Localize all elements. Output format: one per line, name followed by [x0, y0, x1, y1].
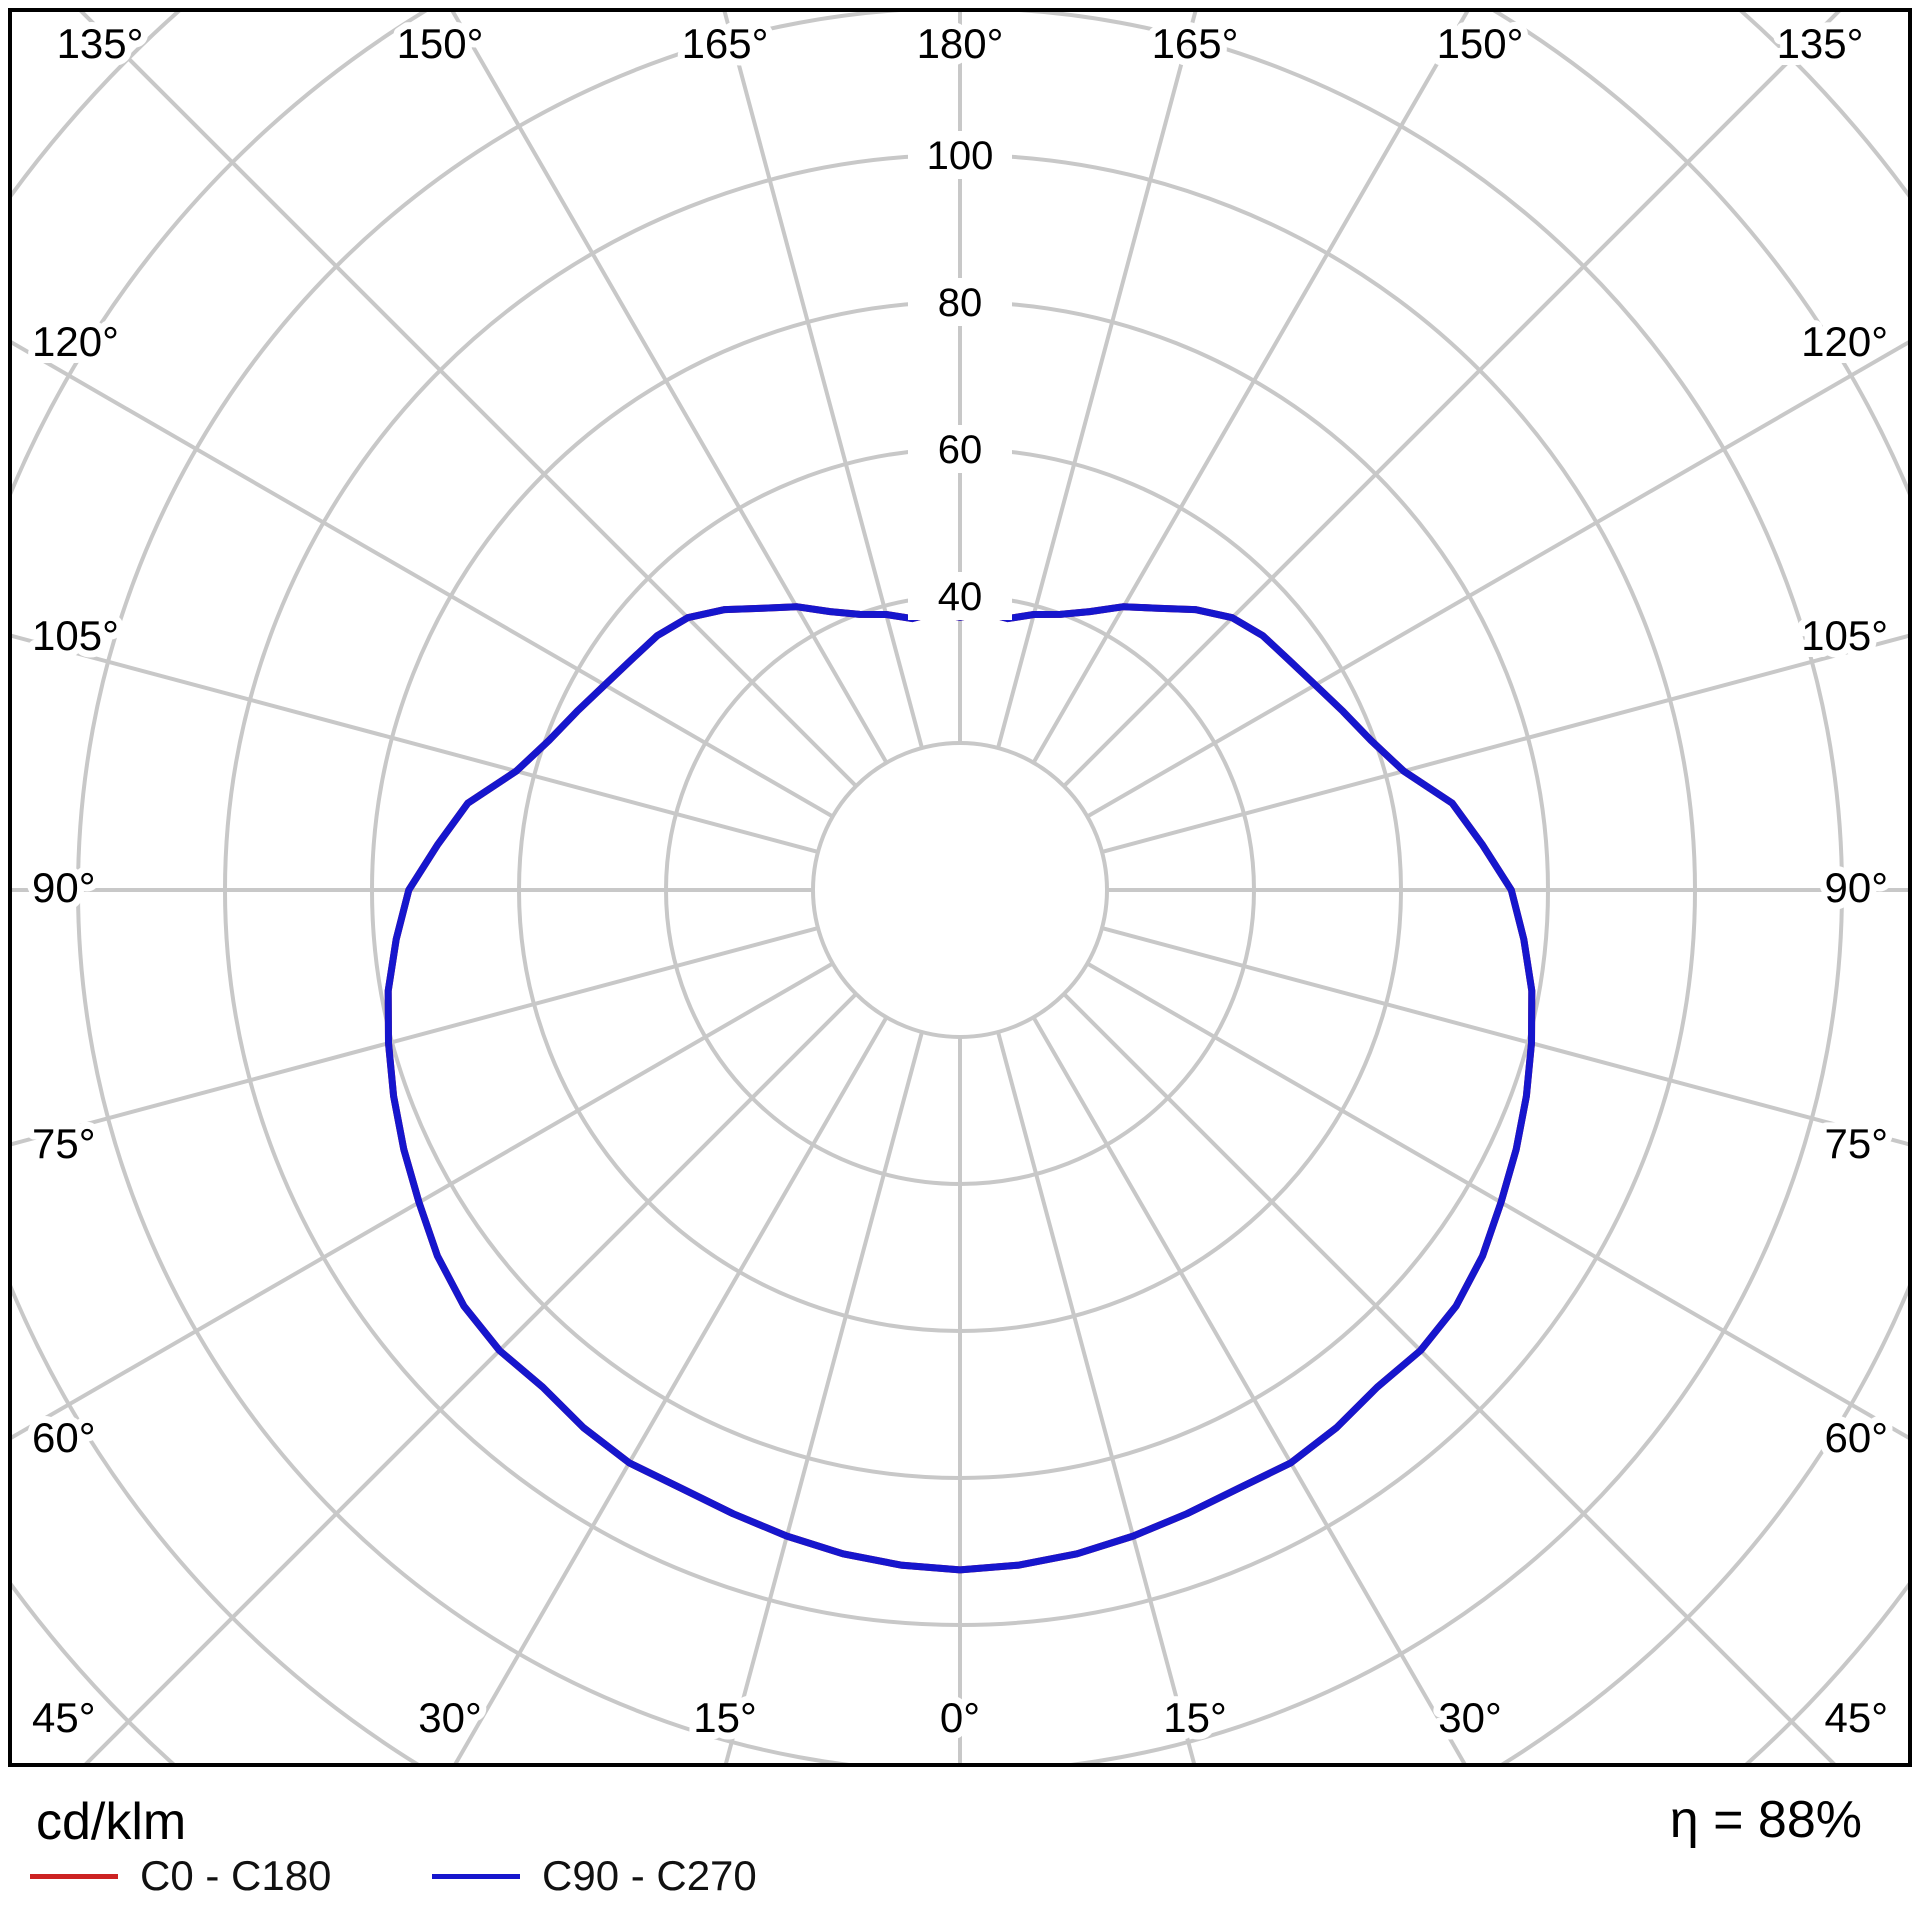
angle-label: 90°	[32, 864, 96, 911]
radial-tick-label: 40	[938, 575, 983, 619]
angle-label: 30°	[418, 1694, 482, 1741]
angle-labels: 135° 150° 165° 180° 165° 150° 135° 120° 105° 90° 7…	[25, 13, 1895, 1748]
angle-label: 45°	[32, 1694, 96, 1741]
grid-spoke	[1031, 1016, 1467, 1763]
angle-label: 60°	[32, 1414, 96, 1461]
angle-label: 150°	[1437, 20, 1524, 67]
angle-label: 165°	[1152, 20, 1239, 67]
radial-tick-mask	[908, 131, 1012, 179]
radial-tick-mask	[908, 572, 1012, 620]
grid-spoke	[1101, 926, 1908, 1147]
legend: C0 - C180 C90 - C270	[30, 1852, 1030, 1912]
angle-label: 135°	[1777, 20, 1864, 67]
grid-spoke	[1062, 12, 1841, 788]
angle-label: 0°	[940, 1694, 980, 1741]
angle-label: 135°	[57, 20, 144, 67]
grid-spoke	[724, 1031, 924, 1763]
grid-spoke	[1031, 12, 1470, 764]
grid-spoke	[12, 926, 819, 1147]
angle-label: 150°	[397, 20, 484, 67]
grid-spoke	[1086, 961, 1908, 1440]
angle-label: 15°	[693, 1694, 757, 1741]
angle-label: 105°	[1801, 612, 1888, 659]
angle-label: 120°	[1801, 318, 1888, 365]
radial-tick-labels: 40 60 80 100	[908, 131, 1012, 620]
legend-label-c90-c270: C90 - C270	[542, 1852, 757, 1899]
c90-c270-curve	[384, 603, 1536, 1574]
grid-spoke	[12, 633, 819, 854]
grid-spoke	[79, 12, 858, 788]
radial-tick-label: 80	[938, 281, 983, 325]
radial-tick-label: 100	[927, 134, 994, 178]
grid-spoke	[450, 12, 889, 764]
angle-label: 75°	[1824, 1120, 1888, 1167]
angle-label: 105°	[32, 612, 119, 659]
radial-tick-mask	[908, 425, 1012, 473]
radial-tick-label: 60	[938, 428, 983, 472]
angle-label: 30°	[1438, 1694, 1502, 1741]
angle-label: 45°	[1824, 1694, 1888, 1741]
grid-spoke	[84, 992, 858, 1763]
legend-item-c90-c270: C90 - C270	[432, 1852, 757, 1900]
angle-label: 15°	[1163, 1694, 1227, 1741]
unit-label: cd/klm	[36, 1793, 187, 1851]
grid-spoke	[453, 1016, 889, 1763]
grid-spoke	[996, 1031, 1196, 1763]
legend-label-c0-c180: C0 - C180	[140, 1852, 332, 1899]
angle-label: 60°	[1824, 1414, 1888, 1461]
grid-spoke	[722, 12, 924, 749]
efficiency-value: η = 88%	[1669, 1791, 1862, 1849]
grid-spoke	[12, 340, 834, 819]
c0-c180-line-swatch	[30, 1873, 118, 1879]
angle-label: 90°	[1824, 864, 1888, 911]
grid-spoke	[996, 12, 1198, 749]
angle-label: 165°	[682, 20, 769, 67]
angle-label: 75°	[32, 1120, 96, 1167]
angle-label: 120°	[32, 318, 119, 365]
angle-label: 180°	[917, 20, 1004, 67]
legend-item-c0-c180: C0 - C180	[30, 1852, 331, 1900]
c90-c270-line-swatch	[432, 1873, 520, 1879]
grid-spoke	[12, 961, 834, 1440]
radial-tick-mask	[908, 278, 1012, 326]
grid-spoke	[1086, 340, 1908, 819]
grid-spoke	[1101, 633, 1908, 854]
grid-spoke	[1062, 992, 1836, 1763]
